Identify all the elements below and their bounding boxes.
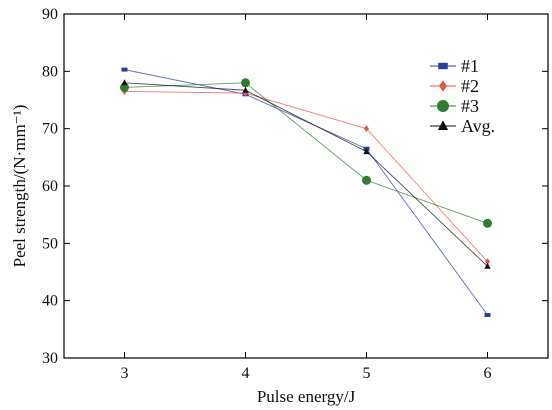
series-line bbox=[124, 90, 488, 262]
legend-label: #1 bbox=[461, 56, 479, 76]
data-point bbox=[364, 125, 369, 133]
data-point bbox=[241, 78, 250, 88]
y-tick-label: 60 bbox=[42, 178, 58, 195]
y-tick-label: 40 bbox=[42, 293, 58, 310]
legend-marker bbox=[437, 100, 449, 112]
y-axis: 30 40 50 60 70 80 90 bbox=[42, 6, 548, 367]
legend-marker bbox=[439, 80, 447, 92]
y-tick-label: 50 bbox=[42, 235, 58, 252]
data-point bbox=[121, 67, 128, 72]
x-tick-label: 3 bbox=[121, 365, 129, 382]
legend-item: #1 bbox=[430, 56, 479, 76]
legend-label: Avg. bbox=[461, 116, 495, 136]
data-point bbox=[483, 218, 492, 228]
x-tick-label: 6 bbox=[484, 365, 492, 382]
data-point bbox=[484, 262, 491, 269]
data-point bbox=[363, 148, 370, 155]
x-axis: 3 4 5 6 bbox=[121, 14, 492, 382]
legend-label: #3 bbox=[461, 96, 479, 116]
legend-item: #3 bbox=[430, 96, 479, 116]
series-4 bbox=[121, 79, 491, 269]
series-1 bbox=[121, 67, 491, 317]
y-tick-label: 70 bbox=[42, 121, 58, 138]
data-point bbox=[362, 175, 371, 185]
y-tick-label: 90 bbox=[42, 6, 58, 23]
series-layer bbox=[120, 67, 492, 317]
y-axis-label: Peel strength/(N·mm⁻¹) bbox=[10, 105, 29, 268]
x-axis-label: Pulse energy/J bbox=[257, 387, 356, 406]
legend-item: #2 bbox=[430, 76, 479, 96]
legend-item: Avg. bbox=[430, 116, 495, 136]
data-point bbox=[485, 258, 490, 266]
series-line bbox=[124, 82, 488, 224]
legend-label: #2 bbox=[461, 76, 479, 96]
series-2 bbox=[122, 87, 490, 266]
legend-marker bbox=[438, 62, 448, 70]
series-line bbox=[124, 82, 488, 267]
x-tick-label: 5 bbox=[363, 365, 371, 382]
data-point bbox=[121, 79, 128, 86]
y-tick-label: 30 bbox=[42, 350, 58, 367]
legend-marker bbox=[437, 120, 449, 130]
y-tick-label: 80 bbox=[42, 63, 58, 80]
data-point bbox=[242, 86, 249, 93]
data-point bbox=[484, 313, 491, 317]
series-line bbox=[124, 69, 488, 316]
series-3 bbox=[120, 78, 492, 228]
x-tick-label: 4 bbox=[242, 365, 250, 382]
